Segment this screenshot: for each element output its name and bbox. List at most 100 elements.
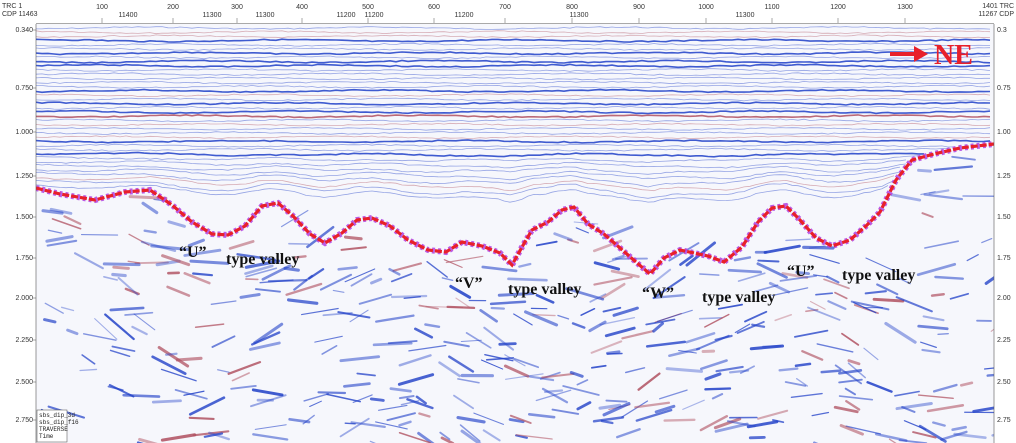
deep-reflector-segment: [303, 393, 330, 402]
reflector-line: [36, 76, 990, 81]
reflector-line: [36, 159, 907, 169]
deep-reflector-segment: [734, 323, 751, 334]
deep-reflector-segment: [151, 399, 182, 404]
deep-reflector-segment: [497, 291, 535, 297]
deep-reflector-segment: [94, 318, 118, 340]
deep-reflector-segment: [600, 419, 614, 425]
deep-reflector-segment: [398, 354, 432, 367]
deep-reflector-segment: [340, 246, 367, 251]
deep-reflector-segment: [924, 240, 960, 249]
reflector-line: [36, 109, 991, 115]
deep-reflector-segment: [124, 287, 140, 296]
deep-reflector-segment: [838, 369, 863, 375]
deep-reflector-segment: [484, 353, 514, 362]
deep-reflector-segment: [390, 294, 428, 299]
deep-reflector-segment: [607, 254, 631, 264]
deep-reflector-segment: [188, 396, 226, 416]
deep-reflector-segment: [455, 297, 470, 308]
deep-reflector-segment: [602, 306, 622, 313]
deep-reflector-segment: [562, 385, 600, 396]
deep-reflector-segment: [74, 252, 104, 270]
deep-reflector-segment: [408, 344, 447, 352]
deep-reflector-segment: [250, 394, 287, 408]
deep-reflector-segment: [415, 395, 427, 405]
deep-reflector-segment: [593, 261, 621, 271]
deep-reflector-segment: [254, 424, 287, 430]
deep-reflector-segment: [398, 432, 431, 443]
deep-reflector-segment: [387, 340, 418, 345]
reflector-line: [36, 42, 991, 47]
deep-reflector-segment: [424, 323, 441, 329]
deep-reflector-segment: [923, 193, 964, 201]
deep-reflector-segment: [576, 379, 589, 386]
reflector-line: [36, 51, 991, 56]
deep-reflector-segment: [378, 404, 408, 411]
deep-reflector-segment: [926, 404, 965, 413]
deep-reflector-segment: [784, 381, 807, 387]
deep-reflector-segment: [704, 372, 722, 381]
deep-reflector-segment: [823, 278, 850, 290]
deep-reflector-segment: [604, 326, 636, 338]
deep-reflector-segment: [443, 340, 470, 348]
deep-reflector-segment: [847, 359, 861, 366]
deep-reflector-segment: [189, 259, 230, 265]
deep-reflector-segment: [457, 378, 480, 384]
deep-reflector-segment: [699, 414, 729, 432]
deep-reflector-segment: [79, 368, 98, 372]
deep-reflector-segment: [441, 277, 454, 282]
trc-tick-label: 1100: [764, 4, 779, 11]
deep-reflector-segment: [600, 282, 626, 300]
deep-reflector-segment: [157, 345, 190, 368]
deep-reflector-segment: [449, 284, 472, 299]
deep-reflector-segment: [983, 367, 994, 370]
deep-reflector-segment: [865, 257, 897, 273]
deep-reflector-segment: [668, 347, 701, 357]
deep-reflector-segment: [599, 316, 636, 326]
deep-reflector-segment: [133, 313, 156, 331]
deep-reflector-segment: [175, 356, 203, 362]
reflector-line: [36, 101, 991, 106]
deep-reflector-segment: [781, 272, 809, 279]
deep-reflector-segment: [344, 268, 376, 283]
deep-reflector-segment: [933, 165, 974, 172]
deep-reflector-segment: [610, 269, 640, 278]
right-time-label: 0.75: [997, 85, 1011, 92]
deep-reflector-segment: [779, 274, 818, 282]
cdp-tick-label: 11300: [256, 12, 275, 19]
deep-reflector-segment: [704, 387, 732, 391]
deep-reflector-segment: [339, 355, 381, 363]
deep-reflector-segment: [698, 316, 723, 320]
deep-reflector-segment: [248, 341, 281, 351]
deep-reflector-segment: [635, 408, 673, 422]
deep-reflector-segment: [575, 227, 589, 234]
reflector-line: [36, 155, 919, 164]
deep-reflector-segment: [183, 248, 222, 257]
deep-reflector-segment: [591, 364, 607, 369]
deep-reflector-segment: [543, 389, 564, 394]
trc-tick-label: 1200: [830, 4, 846, 11]
deep-reflector-segment: [802, 245, 835, 250]
deep-reflector-segment: [332, 289, 345, 293]
deep-reflector-segment: [287, 298, 319, 305]
deep-reflector-segment: [372, 341, 413, 347]
deep-reflector-segment: [151, 355, 187, 375]
deep-reflector-segment: [727, 268, 762, 274]
deep-reflector-segment: [397, 373, 435, 386]
cdp-tick-row: 11400 11300 11300 11200 11200 11200 11300 11300: [119, 12, 755, 19]
deep-reflector-segment: [733, 256, 752, 262]
deep-reflector-segment: [726, 420, 756, 428]
deep-reflector-segment: [46, 239, 78, 247]
trc-tick-label: 1300: [897, 4, 913, 11]
deep-reflector-segment: [768, 281, 791, 294]
deep-reflector-segment: [513, 357, 540, 369]
deep-reflector-segment: [390, 273, 413, 283]
deep-reflector-segment: [918, 424, 947, 443]
deep-reflector-segment: [790, 392, 823, 398]
reflector-line: [36, 47, 991, 51]
reflector-line: [36, 131, 991, 135]
reflector-line: [36, 175, 895, 192]
deep-reflector-segment: [485, 357, 515, 361]
deep-reflector-segment: [102, 262, 141, 267]
deep-reflector-segment: [166, 285, 191, 297]
reflector-line: [36, 68, 991, 72]
